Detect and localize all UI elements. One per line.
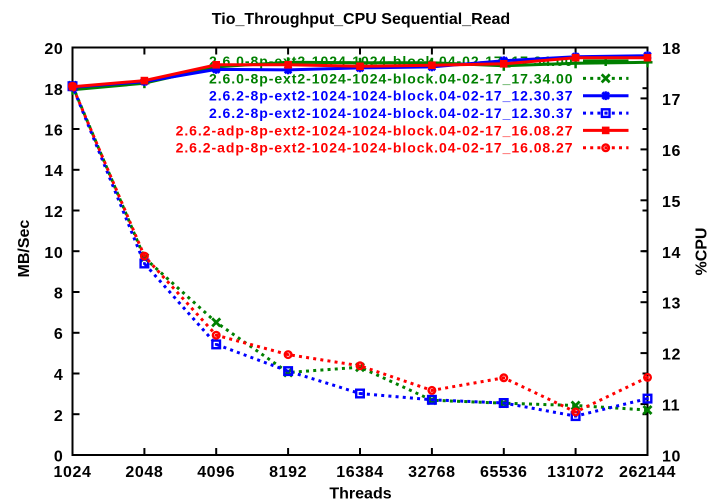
svg-text:131072: 131072 <box>547 464 604 481</box>
svg-text:16: 16 <box>662 143 681 160</box>
svg-text:2048: 2048 <box>125 464 163 481</box>
svg-text:16384: 16384 <box>336 464 384 481</box>
svg-text:1024: 1024 <box>54 464 92 481</box>
svg-text:2.6.2-adp-8p-ext2-1024-1024-bl: 2.6.2-adp-8p-ext2-1024-1024-block.04-02-… <box>176 140 574 156</box>
svg-text:2.6.2-adp-8p-ext2-1024-1024-bl: 2.6.2-adp-8p-ext2-1024-1024-block.04-02-… <box>176 122 574 138</box>
svg-text:MB/Sec: MB/Sec <box>16 220 33 278</box>
svg-text:16: 16 <box>44 123 63 140</box>
svg-text:4: 4 <box>54 367 64 384</box>
svg-text:65536: 65536 <box>480 464 528 481</box>
svg-text:20: 20 <box>44 41 63 58</box>
svg-text:18: 18 <box>662 41 681 58</box>
svg-text:14: 14 <box>662 245 681 262</box>
svg-text:11: 11 <box>662 398 680 415</box>
svg-text:2: 2 <box>54 408 64 425</box>
svg-text:12: 12 <box>44 204 63 221</box>
svg-text:10: 10 <box>44 245 63 262</box>
svg-text:Tio_Throughput_CPU Sequential_: Tio_Throughput_CPU Sequential_Read <box>212 11 510 28</box>
svg-text:4096: 4096 <box>197 464 235 481</box>
svg-text:8192: 8192 <box>269 464 307 481</box>
svg-text:8: 8 <box>54 286 64 303</box>
svg-text:17: 17 <box>662 92 681 109</box>
svg-text:15: 15 <box>662 194 681 211</box>
svg-text:12: 12 <box>662 347 681 364</box>
svg-text:2.6.0-8p-ext2-1024-1024-block.: 2.6.0-8p-ext2-1024-1024-block.04-02-17_1… <box>209 70 574 86</box>
svg-text:18: 18 <box>44 82 63 99</box>
svg-text:10: 10 <box>662 449 681 466</box>
svg-text:%CPU: %CPU <box>694 227 711 275</box>
svg-text:2.6.2-8p-ext2-1024-1024-block.: 2.6.2-8p-ext2-1024-1024-block.04-02-17_1… <box>209 88 574 104</box>
svg-text:14: 14 <box>44 163 63 180</box>
svg-text:6: 6 <box>54 326 64 343</box>
svg-text:13: 13 <box>662 296 681 313</box>
svg-text:Threads: Threads <box>329 485 391 502</box>
svg-text:0: 0 <box>54 449 64 466</box>
svg-text:32768: 32768 <box>408 464 456 481</box>
svg-text:262144: 262144 <box>619 464 676 481</box>
svg-text:2.6.2-8p-ext2-1024-1024-block.: 2.6.2-8p-ext2-1024-1024-block.04-02-17_1… <box>209 105 574 121</box>
